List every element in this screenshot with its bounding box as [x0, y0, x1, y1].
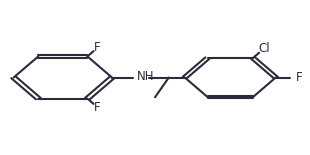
Text: F: F — [295, 71, 302, 84]
Text: Cl: Cl — [258, 42, 270, 55]
Text: F: F — [94, 101, 101, 114]
Text: F: F — [94, 41, 101, 54]
Text: NH: NH — [137, 70, 155, 83]
